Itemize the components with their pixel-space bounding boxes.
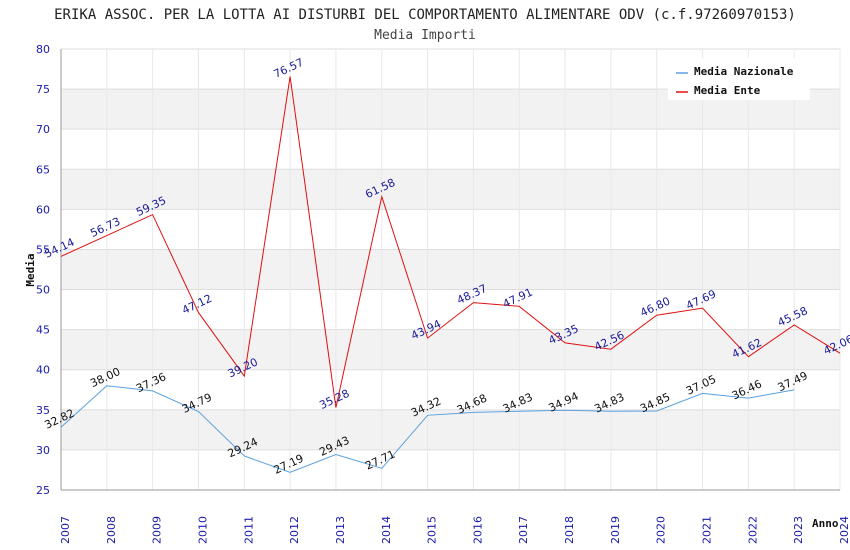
y-axis-label: Media: [24, 253, 37, 286]
x-tick-label: 2009: [151, 516, 164, 544]
plot-band: [61, 249, 840, 290]
y-tick-label: 65: [36, 163, 50, 176]
chart-title: ERIKA ASSOC. PER LA LOTTA AI DISTURBI DE…: [54, 7, 796, 23]
x-tick-label: 2020: [655, 516, 668, 544]
legend: Media Nazionale Media Ente: [668, 58, 810, 100]
plot-band: [61, 289, 840, 330]
x-tick-label: 2013: [334, 516, 347, 544]
y-tick-label: 40: [36, 364, 50, 377]
series-lines: [60, 76, 841, 473]
x-tick-label: 2022: [746, 516, 759, 544]
x-tick-label: 2007: [59, 516, 72, 544]
x-tick-label: 2021: [701, 516, 714, 544]
x-tick-label: 2023: [792, 516, 805, 544]
plot-band: [61, 369, 840, 410]
legend-label-media-nazionale: Media Nazionale: [694, 65, 794, 78]
plot-band: [61, 329, 840, 370]
x-tick-label: 2008: [105, 516, 118, 544]
y-tick-label: 75: [36, 83, 50, 96]
x-tick-label: 2019: [609, 516, 622, 544]
y-tick-label: 80: [36, 43, 50, 56]
legend-label-media-ente: Media Ente: [694, 84, 761, 97]
legend-box: [668, 58, 810, 100]
x-tick-labels: 2007 2008 2009 2010 2011 2012 2013 2014 2015 2016…: [59, 516, 850, 544]
x-tick-label: 2012: [288, 516, 301, 544]
x-tick-label: 2011: [242, 516, 255, 544]
y-tick-labels: 25 30 35 40 45 50 55 60 65 70 75 80: [36, 43, 50, 497]
y-tick-label: 30: [36, 444, 50, 457]
x-tick-label: 2014: [380, 516, 393, 544]
x-axis-label: Anno: [812, 517, 839, 530]
plot-band: [61, 169, 840, 210]
plot-band: [61, 129, 840, 170]
y-tick-label: 45: [36, 324, 50, 337]
axes: [60, 49, 840, 491]
y-tick-label: 35: [36, 404, 50, 417]
plot-bands: [61, 49, 840, 490]
x-tick-label: 2010: [196, 516, 209, 544]
y-tick-label: 25: [36, 484, 50, 497]
x-tick-label: 2016: [471, 516, 484, 544]
y-tick-label: 55: [36, 243, 50, 256]
plot-band: [61, 409, 840, 450]
x-tick-label: 2015: [426, 516, 439, 544]
y-tick-label: 50: [36, 284, 50, 297]
y-tick-label: 70: [36, 123, 50, 136]
x-tick-label: 2024: [838, 516, 850, 544]
y-tick-label: 60: [36, 203, 50, 216]
x-tick-label: 2018: [563, 516, 576, 544]
plot-band: [61, 449, 840, 490]
x-tick-label: 2017: [517, 516, 530, 544]
series-line-media-ente: [60, 76, 841, 408]
series-line-media-nazionale: [60, 385, 795, 473]
chart-subtitle: Media Importi: [374, 28, 476, 43]
plot-band: [61, 209, 840, 250]
